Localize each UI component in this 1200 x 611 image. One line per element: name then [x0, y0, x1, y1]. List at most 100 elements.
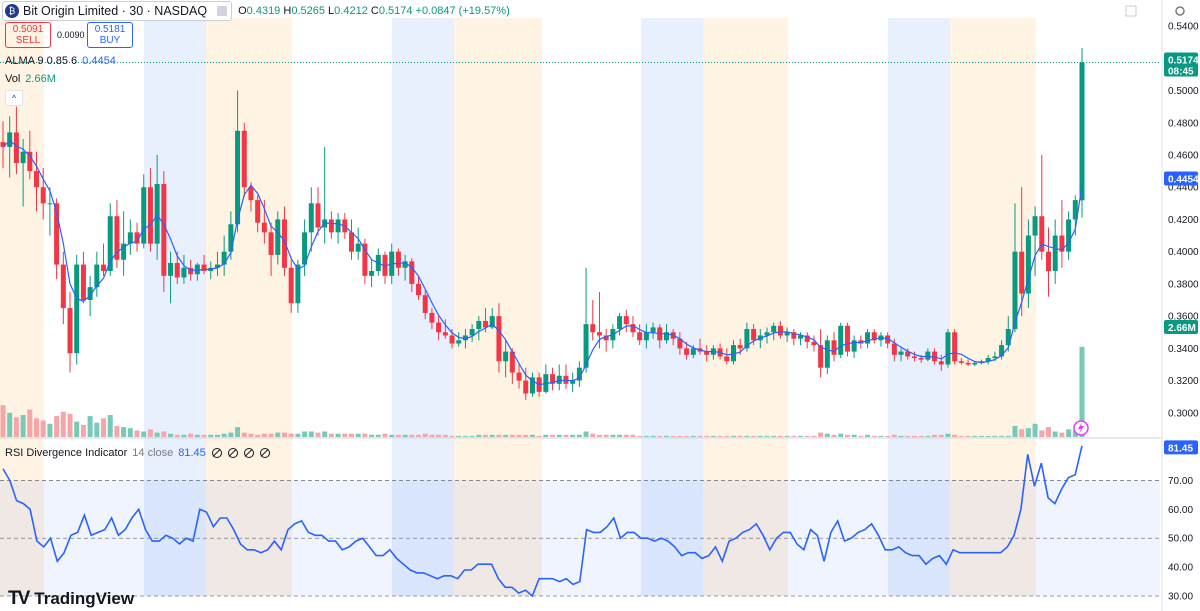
settings-icon[interactable] [227, 448, 238, 458]
symbol-search[interactable]: ₿ Bit Origin Limited · 30 · NASDAQ [2, 1, 233, 21]
candle-body [395, 251, 401, 268]
volume-bar [777, 435, 783, 437]
volume-bar [617, 434, 623, 437]
volume-bar [409, 434, 415, 437]
volume-bar [865, 434, 871, 437]
volume-bar [764, 435, 770, 437]
candle-body [851, 340, 857, 352]
candle-body [47, 203, 53, 205]
candle-body [898, 351, 904, 355]
candle-body [0, 142, 6, 147]
lightning-icon[interactable] [1078, 422, 1084, 434]
volume-bar [221, 433, 227, 437]
volume-bar [127, 428, 133, 437]
volume-bar [509, 434, 515, 437]
gear-icon[interactable] [1175, 6, 1185, 16]
square-icon[interactable] [217, 6, 228, 16]
candle-body [221, 251, 227, 265]
volume-bar [442, 434, 448, 437]
candle-body [275, 219, 281, 255]
volume-bar [885, 435, 891, 437]
volume-bar [1005, 435, 1011, 437]
volume-bar [637, 435, 643, 437]
volume-bar [583, 431, 589, 437]
volume-legend[interactable]: Vol 2.66M [5, 73, 56, 85]
candle-body [1072, 200, 1078, 220]
volume-bar [1045, 427, 1051, 437]
volume-bar [107, 415, 113, 437]
volume-bar [476, 434, 482, 437]
volume-bar [503, 434, 509, 437]
candle-body [570, 380, 576, 384]
volume-bar [456, 435, 462, 437]
more-icon[interactable] [259, 448, 270, 458]
tradingview-logo[interactable]: TV TradingView [8, 588, 134, 610]
volume-bar [570, 434, 576, 437]
candle-body [503, 351, 509, 362]
candle-body [141, 187, 147, 244]
collapse-legend-button[interactable]: ^ [5, 90, 23, 106]
alma-legend[interactable]: ALMA 9 0.85 6 0.4454 [5, 55, 116, 67]
buy-button[interactable]: 0.5181 BUY [87, 22, 133, 48]
candle-body [214, 264, 220, 268]
volume-bar [576, 434, 582, 437]
candle-body [476, 320, 482, 330]
candle-body [1039, 216, 1045, 252]
volume-bar [20, 415, 26, 437]
volume-bar [1032, 423, 1038, 437]
ohlc-readout: O0.4319 H0.5265 L0.4212 C0.5174 +0.0847 … [238, 5, 510, 17]
volume-bar [690, 435, 696, 437]
candle-body [751, 329, 757, 341]
last-price-badge [1164, 52, 1198, 77]
volume-bar [1052, 431, 1058, 437]
candle-body [442, 332, 448, 336]
volume-bar [201, 434, 207, 437]
rsi-tick-label: 40.00 [1168, 563, 1193, 574]
rsi-label: RSI Divergence Indicator [5, 447, 128, 459]
session-band [144, 18, 206, 596]
candle-body [596, 332, 602, 336]
volume-bar [905, 435, 911, 437]
candle-body [248, 187, 254, 201]
candle-body [1079, 62, 1085, 201]
candle-body [67, 308, 73, 354]
candle-body [416, 283, 422, 296]
volume-bar [985, 435, 991, 437]
sell-button[interactable]: 0.5091 SELL [5, 22, 51, 48]
candle-body [456, 340, 462, 344]
volume-bar [147, 429, 153, 437]
candle-body [94, 264, 100, 288]
candle-body [154, 183, 160, 244]
candle-body [583, 324, 589, 368]
volume-bar [228, 432, 234, 437]
candle-body [844, 325, 850, 352]
candle-body [965, 362, 971, 365]
volume-bar [844, 434, 850, 437]
rsi-legend[interactable]: RSI Divergence Indicator 14 close 81.45 [5, 447, 270, 459]
volume-bar [121, 427, 127, 437]
candle-body [858, 340, 864, 344]
candle-body [60, 264, 66, 309]
candle-body [576, 367, 582, 381]
volume-bar [7, 412, 13, 437]
volume-bar [811, 435, 817, 437]
candle-body [516, 372, 522, 381]
symbol-title: Bit Origin Limited · 30 · NASDAQ [23, 4, 208, 18]
rsi-params: 14 close [132, 447, 174, 459]
company-logo-icon: ₿ [5, 4, 19, 18]
volume-bar [288, 433, 294, 437]
visibility-icon[interactable] [211, 448, 222, 458]
candle-body [905, 351, 911, 357]
candle-body [791, 332, 797, 339]
volume-bar [241, 432, 247, 437]
price-tick-label: 0.4200 [1168, 215, 1199, 226]
volume-bar [114, 426, 120, 437]
volume-bar [34, 418, 40, 437]
rsi-tick-label: 30.00 [1168, 592, 1193, 603]
volume-bar [355, 433, 361, 437]
volume-bar [1039, 430, 1045, 437]
remove-icon[interactable] [243, 448, 254, 458]
volume-bar [74, 421, 80, 437]
candle-body [958, 361, 964, 363]
